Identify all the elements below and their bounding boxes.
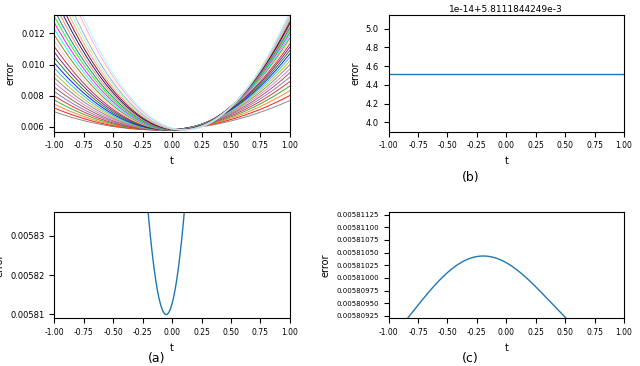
X-axis label: t: t: [504, 343, 508, 353]
Text: (b): (b): [461, 171, 479, 184]
X-axis label: t: t: [170, 343, 174, 353]
Title: 1e-14+5.8111844249e-3: 1e-14+5.8111844249e-3: [449, 5, 563, 14]
Y-axis label: error: error: [5, 61, 15, 85]
X-axis label: t: t: [170, 156, 174, 166]
X-axis label: t: t: [504, 156, 508, 166]
Text: (c): (c): [462, 352, 479, 365]
Y-axis label: error: error: [0, 254, 4, 277]
Y-axis label: error: error: [350, 61, 360, 85]
Text: (a): (a): [148, 352, 166, 365]
Y-axis label: error: error: [321, 254, 331, 277]
